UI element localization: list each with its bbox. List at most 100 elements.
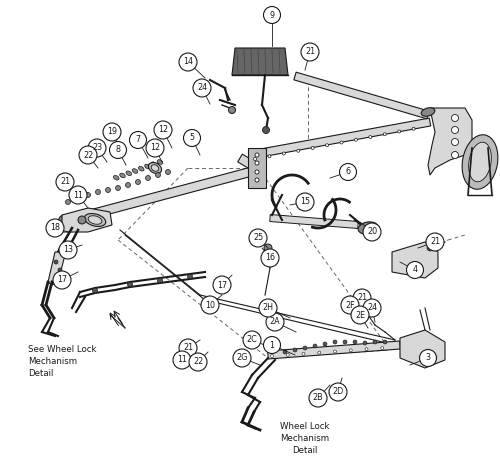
Circle shape xyxy=(53,271,71,289)
Text: 21: 21 xyxy=(183,344,193,353)
Circle shape xyxy=(103,123,121,141)
Circle shape xyxy=(311,146,314,150)
Circle shape xyxy=(158,278,162,283)
Text: 12: 12 xyxy=(150,143,160,152)
Circle shape xyxy=(297,149,300,152)
Text: 8: 8 xyxy=(116,145,120,154)
Text: 23: 23 xyxy=(92,143,102,152)
Circle shape xyxy=(193,79,211,97)
Ellipse shape xyxy=(126,171,132,176)
Circle shape xyxy=(296,193,314,211)
Polygon shape xyxy=(400,330,445,368)
Polygon shape xyxy=(61,168,251,227)
Circle shape xyxy=(366,312,370,318)
Circle shape xyxy=(146,176,150,180)
Circle shape xyxy=(270,354,274,357)
Circle shape xyxy=(353,340,357,344)
Circle shape xyxy=(420,349,436,366)
Circle shape xyxy=(136,179,140,185)
Text: 11: 11 xyxy=(177,355,187,364)
Text: 10: 10 xyxy=(205,301,215,310)
Circle shape xyxy=(262,126,270,134)
Circle shape xyxy=(228,107,235,113)
Text: 22: 22 xyxy=(83,151,93,160)
Text: 2B: 2B xyxy=(312,394,324,403)
Text: 2F: 2F xyxy=(345,301,355,310)
Text: 21: 21 xyxy=(357,294,367,303)
Circle shape xyxy=(343,340,347,344)
Ellipse shape xyxy=(148,162,162,174)
Text: 24: 24 xyxy=(197,84,207,93)
Polygon shape xyxy=(232,48,288,75)
Circle shape xyxy=(264,244,272,252)
Text: 22: 22 xyxy=(193,357,203,366)
Ellipse shape xyxy=(114,176,119,180)
Ellipse shape xyxy=(421,108,435,116)
Text: 2D: 2D xyxy=(332,388,344,396)
Circle shape xyxy=(383,340,387,344)
Ellipse shape xyxy=(157,160,163,164)
Text: 21: 21 xyxy=(430,237,440,246)
Text: 20: 20 xyxy=(367,228,377,236)
Circle shape xyxy=(213,276,231,294)
Ellipse shape xyxy=(462,135,498,189)
Ellipse shape xyxy=(132,169,138,173)
Circle shape xyxy=(398,130,400,133)
Text: 25: 25 xyxy=(253,234,263,243)
Circle shape xyxy=(110,142,126,159)
Circle shape xyxy=(46,219,64,237)
Polygon shape xyxy=(250,118,430,159)
Text: 17: 17 xyxy=(57,276,67,285)
Circle shape xyxy=(179,53,197,71)
Circle shape xyxy=(334,350,336,353)
Circle shape xyxy=(329,383,347,401)
Circle shape xyxy=(59,241,77,259)
Circle shape xyxy=(126,183,130,187)
Circle shape xyxy=(323,342,327,346)
Text: 7: 7 xyxy=(136,135,140,144)
Circle shape xyxy=(76,195,80,201)
Circle shape xyxy=(313,344,317,348)
Circle shape xyxy=(282,152,286,155)
Text: See Wheel Lock
Mechanism
Detail: See Wheel Lock Mechanism Detail xyxy=(28,345,96,378)
Circle shape xyxy=(243,331,261,349)
Polygon shape xyxy=(48,252,65,285)
Circle shape xyxy=(293,348,297,352)
Circle shape xyxy=(427,245,433,251)
Circle shape xyxy=(268,155,271,158)
Circle shape xyxy=(406,261,424,278)
Circle shape xyxy=(351,306,369,324)
Text: 16: 16 xyxy=(265,253,275,262)
Text: 1: 1 xyxy=(270,340,274,349)
Circle shape xyxy=(259,299,277,317)
Circle shape xyxy=(412,127,415,130)
Text: 19: 19 xyxy=(107,127,117,136)
Circle shape xyxy=(154,121,172,139)
Circle shape xyxy=(255,153,259,157)
Circle shape xyxy=(373,340,377,344)
Circle shape xyxy=(261,249,279,267)
Text: 13: 13 xyxy=(63,245,73,254)
Circle shape xyxy=(286,354,289,356)
Circle shape xyxy=(255,161,259,165)
Circle shape xyxy=(340,163,356,180)
Circle shape xyxy=(106,187,110,193)
Circle shape xyxy=(56,173,74,191)
Circle shape xyxy=(255,170,259,174)
Ellipse shape xyxy=(144,164,150,169)
Polygon shape xyxy=(268,341,400,359)
Circle shape xyxy=(363,223,381,241)
Ellipse shape xyxy=(138,167,144,171)
Circle shape xyxy=(179,339,197,357)
Text: 21: 21 xyxy=(305,48,315,57)
Circle shape xyxy=(146,139,164,157)
Circle shape xyxy=(130,132,146,149)
Circle shape xyxy=(381,346,384,350)
Text: 3: 3 xyxy=(426,354,430,362)
Circle shape xyxy=(254,158,256,160)
Circle shape xyxy=(69,186,87,204)
Ellipse shape xyxy=(120,173,126,178)
Polygon shape xyxy=(238,154,262,174)
Circle shape xyxy=(264,337,280,354)
Circle shape xyxy=(303,346,307,350)
